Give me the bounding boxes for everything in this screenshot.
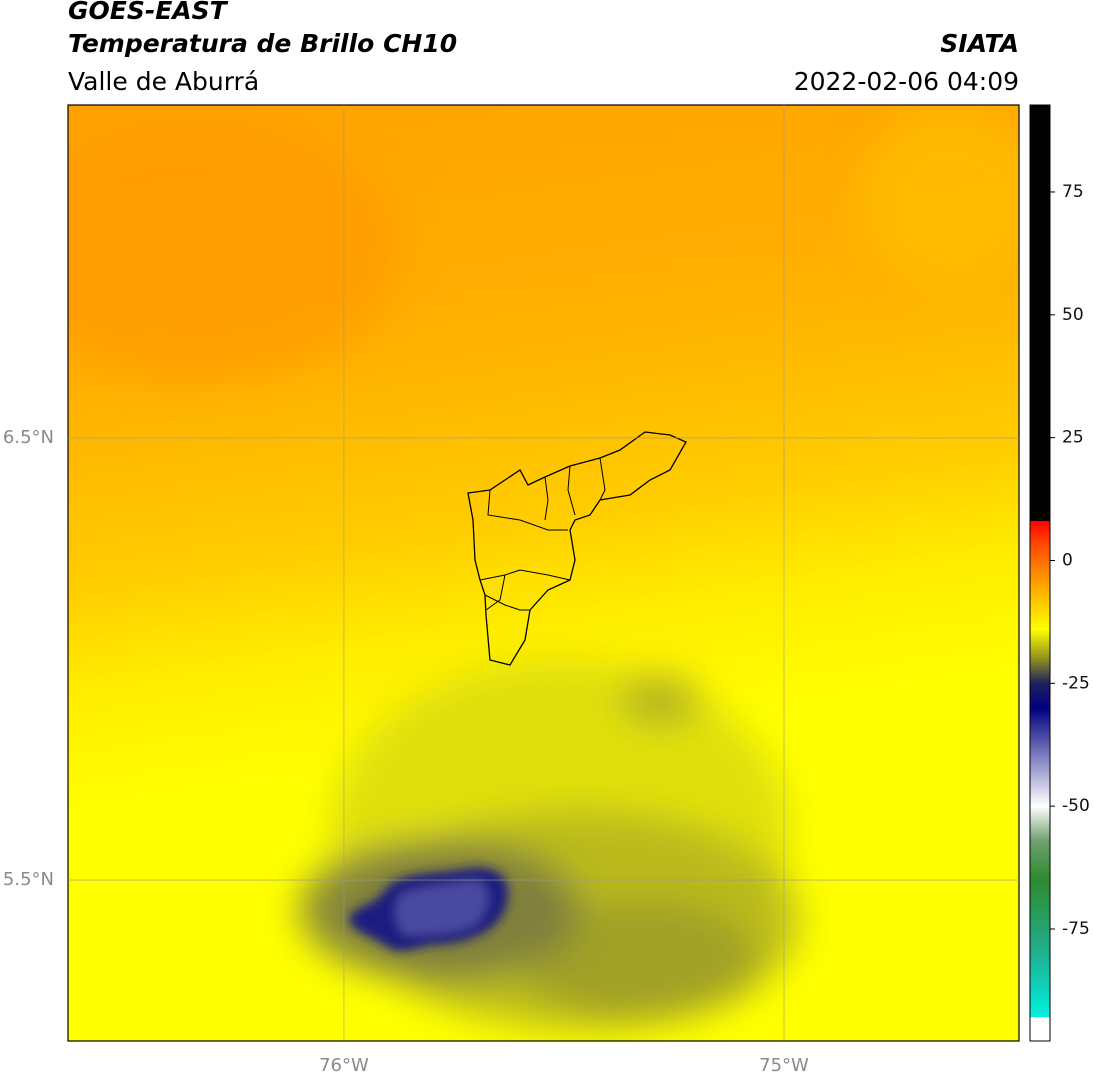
title: GOES-EAST [68,0,229,25]
lon-tick-label: 75°W [759,1055,809,1076]
datetime: 2022-02-06 04:09 [794,67,1019,96]
lat-tick-label: 5.5°N [3,869,54,890]
subtitle: Temperatura de Brillo CH10 [68,29,457,58]
colorbar [1029,104,1051,1042]
colorbar-tick-label: -25 [1062,673,1090,693]
colorbar-tick-label: -50 [1062,796,1090,816]
colorbar-tick-label: 25 [1062,428,1084,448]
lon-tick-label: 76°W [319,1055,369,1076]
colorbar-tick-label: 0 [1062,550,1073,570]
lat-tick-label: 6.5°N [3,427,54,448]
source: SIATA [940,29,1019,58]
map-frame [67,104,1020,1042]
cold-cloud [349,867,509,951]
region: Valle de Aburrá [68,67,259,96]
colorbar-tick-label: 75 [1062,182,1084,202]
map-field [68,105,1019,1041]
colorbar-tick-label: -75 [1062,919,1090,939]
colorbar-tick-label: 50 [1062,305,1084,325]
